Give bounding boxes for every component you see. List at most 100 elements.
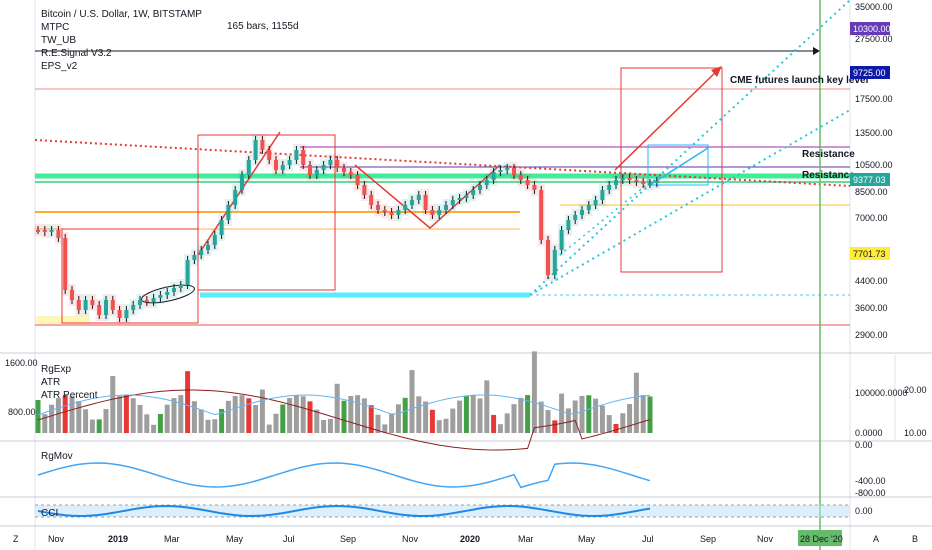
candle[interactable]	[97, 305, 102, 315]
candle[interactable]	[600, 190, 605, 200]
candle[interactable]	[525, 180, 530, 185]
indicator-atr[interactable]: ATR	[41, 377, 61, 388]
candle[interactable]	[641, 182, 646, 184]
candle[interactable]	[580, 210, 584, 215]
candle[interactable]	[314, 170, 319, 175]
candle[interactable]	[151, 298, 156, 302]
candle[interactable]	[457, 198, 462, 200]
candle[interactable]	[90, 300, 95, 305]
auto-scale-button[interactable]: A	[873, 534, 879, 544]
downtrend-dotted-line[interactable]	[34, 139, 851, 187]
uptrend-fan-line-1[interactable]	[529, 0, 851, 296]
candle[interactable]	[104, 300, 108, 315]
range-box-3[interactable]	[620, 67, 723, 273]
candle[interactable]	[301, 150, 306, 165]
resistance-label-2[interactable]: Resistance	[802, 170, 855, 181]
candle[interactable]	[165, 292, 170, 295]
range-box-2[interactable]	[197, 134, 336, 291]
candle[interactable]	[348, 172, 353, 175]
candle[interactable]	[206, 245, 210, 250]
time-axis[interactable]: Nov 2019 Mar May Jul Sep Nov 2020 Mar Ma…	[48, 534, 774, 544]
candle[interactable]	[430, 210, 435, 215]
indicator-rgmov[interactable]: RgMov	[41, 451, 73, 462]
candle[interactable]	[389, 212, 394, 215]
log-scale-button[interactable]: B	[912, 534, 918, 544]
candle[interactable]	[410, 200, 414, 205]
arrow-swing-2019[interactable]	[354, 164, 501, 229]
candle[interactable]	[382, 210, 387, 212]
candle[interactable]	[253, 140, 258, 160]
candle[interactable]	[138, 300, 142, 305]
atr-line[interactable]	[37, 389, 651, 451]
indicator-mtpc[interactable]: MTPC	[41, 22, 70, 33]
candle[interactable]	[566, 220, 571, 230]
candle[interactable]	[369, 195, 374, 205]
candle[interactable]	[42, 230, 47, 232]
candle[interactable]	[376, 205, 380, 210]
candle[interactable]	[117, 310, 122, 318]
candle[interactable]	[212, 235, 217, 245]
candle[interactable]	[362, 185, 367, 195]
indicator-eps[interactable]: EPS_v2	[41, 61, 78, 72]
candle[interactable]	[36, 230, 40, 232]
candle[interactable]	[512, 168, 516, 175]
candlestick-series[interactable]	[34, 134, 661, 324]
candle[interactable]	[144, 300, 149, 302]
indicator-atr-percent[interactable]: ATR Percent	[41, 390, 98, 401]
candle[interactable]	[620, 178, 625, 180]
candle[interactable]	[178, 285, 183, 288]
cme-label[interactable]: CME futures launch key level	[730, 75, 869, 86]
candle[interactable]	[49, 230, 54, 232]
candle[interactable]	[131, 305, 136, 310]
candle[interactable]	[518, 175, 523, 180]
candle[interactable]	[260, 140, 265, 150]
indicator-cci[interactable]: CCI	[41, 508, 59, 519]
pane3-legend[interactable]: CCI	[41, 507, 58, 520]
candle[interactable]	[56, 230, 61, 238]
uptrend-fan-line-3[interactable]	[559, 181, 651, 256]
candle[interactable]	[342, 168, 346, 172]
candle[interactable]	[294, 150, 299, 160]
candle[interactable]	[450, 200, 455, 205]
candle[interactable]	[614, 180, 618, 185]
range-box-blue[interactable]	[647, 144, 709, 186]
candle[interactable]	[498, 170, 503, 172]
candle[interactable]	[110, 300, 115, 310]
candle[interactable]	[648, 183, 652, 185]
candle[interactable]	[199, 250, 204, 255]
candle[interactable]	[539, 190, 544, 240]
cci-line[interactable]	[37, 504, 651, 518]
candle[interactable]	[328, 160, 333, 165]
uptrend-fan-line-2[interactable]	[529, 109, 851, 296]
price-axis[interactable]: 35000.00 27500.00 17500.00 13500.00 1050…	[855, 2, 893, 340]
candle[interactable]	[654, 181, 659, 183]
candle[interactable]	[586, 205, 591, 210]
indicator-rgexp[interactable]: RgExp	[41, 364, 72, 375]
candle[interactable]	[308, 165, 312, 175]
candle[interactable]	[505, 168, 510, 170]
rgexp-histogram[interactable]	[35, 351, 653, 433]
candle[interactable]	[219, 220, 224, 235]
arrow-uptrend-2019[interactable]	[197, 131, 281, 256]
candle[interactable]	[403, 205, 408, 210]
highlight-ellipse[interactable]	[140, 282, 196, 307]
candle[interactable]	[280, 165, 285, 170]
candle[interactable]	[607, 185, 612, 190]
candle[interactable]	[76, 300, 81, 310]
pane1-legend[interactable]: RgExp ATR ATR Percent	[41, 363, 98, 402]
candle[interactable]	[185, 260, 190, 285]
candle[interactable]	[158, 295, 163, 298]
candle[interactable]	[192, 255, 197, 260]
candle[interactable]	[437, 210, 442, 215]
candle[interactable]	[240, 175, 244, 190]
candle[interactable]	[246, 160, 251, 175]
candle[interactable]	[484, 180, 489, 185]
zoom-button[interactable]: Z	[13, 534, 19, 544]
candle[interactable]	[321, 165, 326, 170]
indicator-tw-ub[interactable]: TW_UB	[41, 35, 76, 46]
candle[interactable]	[124, 310, 129, 318]
candle[interactable]	[532, 185, 537, 190]
candle[interactable]	[546, 240, 550, 275]
candle[interactable]	[63, 238, 68, 290]
candle[interactable]	[335, 160, 340, 168]
